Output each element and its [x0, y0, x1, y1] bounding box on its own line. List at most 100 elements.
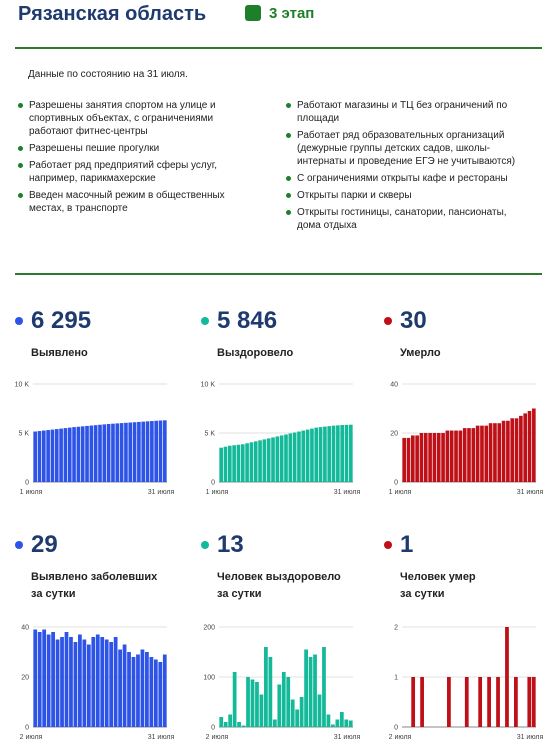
bar	[467, 428, 471, 482]
bar	[124, 422, 128, 482]
series-dot	[201, 541, 209, 549]
bar	[284, 434, 288, 482]
chart-recovered-daily: 0 100 200 2 июля 31 июля	[203, 625, 360, 742]
bar	[46, 634, 51, 727]
y-tick-label: 1	[394, 675, 398, 682]
x-tick-label: 1 июля	[206, 489, 229, 496]
bar	[137, 421, 141, 482]
top-divider	[15, 47, 542, 49]
panel-detected: 6 295 Выявлено 0 5 K 10 K 1 июля 31 июля	[13, 300, 178, 500]
bar	[258, 440, 262, 482]
y-tick-label: 0	[211, 480, 215, 487]
bar	[447, 677, 451, 727]
y-tick-label: 0	[211, 725, 215, 732]
bar	[59, 428, 63, 482]
bar	[339, 712, 344, 727]
series-dot	[384, 317, 392, 325]
panel-label: Человек выздоровело за сутки	[217, 571, 341, 600]
bar	[50, 429, 55, 482]
bar	[72, 427, 76, 482]
bar	[420, 677, 424, 727]
bar	[464, 677, 469, 727]
bar	[445, 430, 450, 482]
bar	[223, 446, 228, 482]
bar	[268, 657, 273, 727]
bar	[80, 426, 85, 482]
bar	[111, 423, 115, 482]
list-item: Открыты парки и скверы	[286, 189, 531, 202]
bar	[91, 637, 96, 727]
panel-value: 6 295	[31, 307, 92, 334]
x-tick-label: 2 июля	[20, 734, 43, 741]
bar	[272, 719, 277, 727]
y-tick-label: 5 K	[18, 431, 29, 438]
bar	[266, 438, 271, 482]
bar	[236, 444, 241, 482]
bar	[323, 426, 327, 482]
bar	[109, 642, 114, 727]
panel-value: 5 846	[217, 307, 278, 334]
panel-recovered-daily: 13 Человек выздоровело за сутки 0 100 200 2 …	[199, 527, 364, 752]
bar	[335, 719, 340, 727]
bar	[527, 677, 532, 727]
bar	[51, 632, 55, 727]
y-tick-label: 40	[390, 382, 398, 389]
bar	[419, 433, 424, 482]
bar	[33, 431, 37, 482]
bar	[532, 408, 536, 482]
bar	[241, 725, 246, 727]
bar	[64, 632, 69, 727]
bar	[41, 430, 46, 482]
bar	[475, 425, 480, 482]
y-tick-label: 20	[21, 675, 29, 682]
bar	[262, 439, 267, 482]
x-tick-label: 2 июля	[389, 734, 412, 741]
bar	[406, 437, 411, 482]
list-item: Введен масочный режим в общественных мес…	[18, 189, 258, 215]
bar	[46, 430, 50, 482]
bar	[82, 639, 87, 727]
bar	[462, 428, 467, 482]
bar	[322, 647, 326, 727]
bar	[132, 422, 137, 482]
bar	[67, 427, 72, 482]
bar	[505, 627, 509, 727]
bar	[102, 424, 107, 482]
list-item: С ограничениями открыты кафе и рестораны	[286, 172, 531, 185]
bar	[313, 654, 317, 727]
bar	[277, 684, 282, 727]
bar	[290, 699, 295, 727]
bar	[519, 415, 523, 482]
bar	[131, 657, 136, 727]
bar	[308, 657, 313, 727]
bar	[227, 445, 232, 482]
bar	[326, 714, 331, 727]
bar	[292, 432, 297, 482]
bar	[219, 447, 223, 482]
bar	[158, 420, 163, 482]
bar	[449, 430, 454, 482]
list-item: Работает ряд предприятий сферы услуг, на…	[18, 159, 258, 185]
stage-badge	[245, 5, 261, 21]
bar	[331, 425, 336, 482]
bar	[63, 428, 68, 482]
bar	[288, 433, 293, 482]
bar	[95, 634, 100, 727]
bar	[122, 644, 127, 727]
bar	[37, 632, 42, 727]
y-tick-label: 10 K	[201, 382, 216, 389]
bar	[232, 445, 236, 482]
bar	[154, 420, 159, 482]
bar	[250, 679, 255, 727]
list-item: Открыты гостиницы, санатории, пансионаты…	[286, 206, 531, 232]
bar	[219, 717, 224, 727]
series-dot	[384, 541, 392, 549]
series-dot	[15, 541, 23, 549]
bar	[55, 639, 60, 727]
bar	[259, 694, 264, 727]
panel-label: Выявлено	[31, 347, 88, 359]
bar	[402, 437, 406, 482]
bar	[281, 672, 286, 727]
bar	[436, 433, 441, 482]
bar	[33, 629, 38, 727]
